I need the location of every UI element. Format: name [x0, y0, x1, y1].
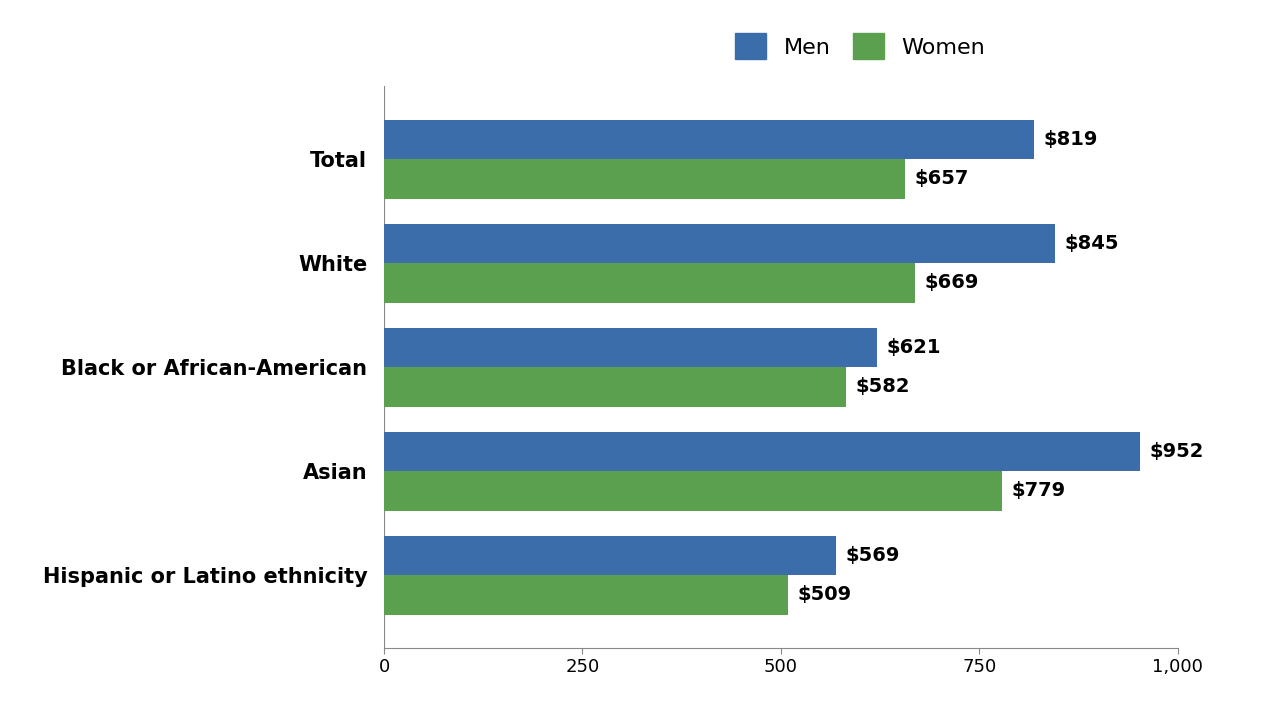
Text: $582: $582 [855, 377, 910, 397]
Bar [384, 224, 1055, 264]
Text: $819: $819 [1043, 130, 1098, 149]
Text: $845: $845 [1064, 234, 1119, 253]
Bar [384, 159, 905, 199]
Bar [384, 471, 1002, 510]
Bar [384, 536, 836, 575]
Bar [384, 264, 915, 302]
Bar [384, 328, 877, 367]
Legend: Men, Women: Men, Women [726, 24, 995, 68]
Bar [384, 432, 1139, 471]
Text: $952: $952 [1149, 442, 1203, 461]
Bar [384, 575, 788, 615]
Text: $509: $509 [797, 585, 851, 605]
Text: $779: $779 [1011, 482, 1066, 500]
Text: $657: $657 [915, 169, 969, 189]
Text: $569: $569 [845, 546, 900, 565]
Text: $669: $669 [924, 274, 979, 292]
Bar [384, 120, 1034, 159]
Bar [384, 367, 846, 407]
Text: $621: $621 [886, 338, 941, 357]
